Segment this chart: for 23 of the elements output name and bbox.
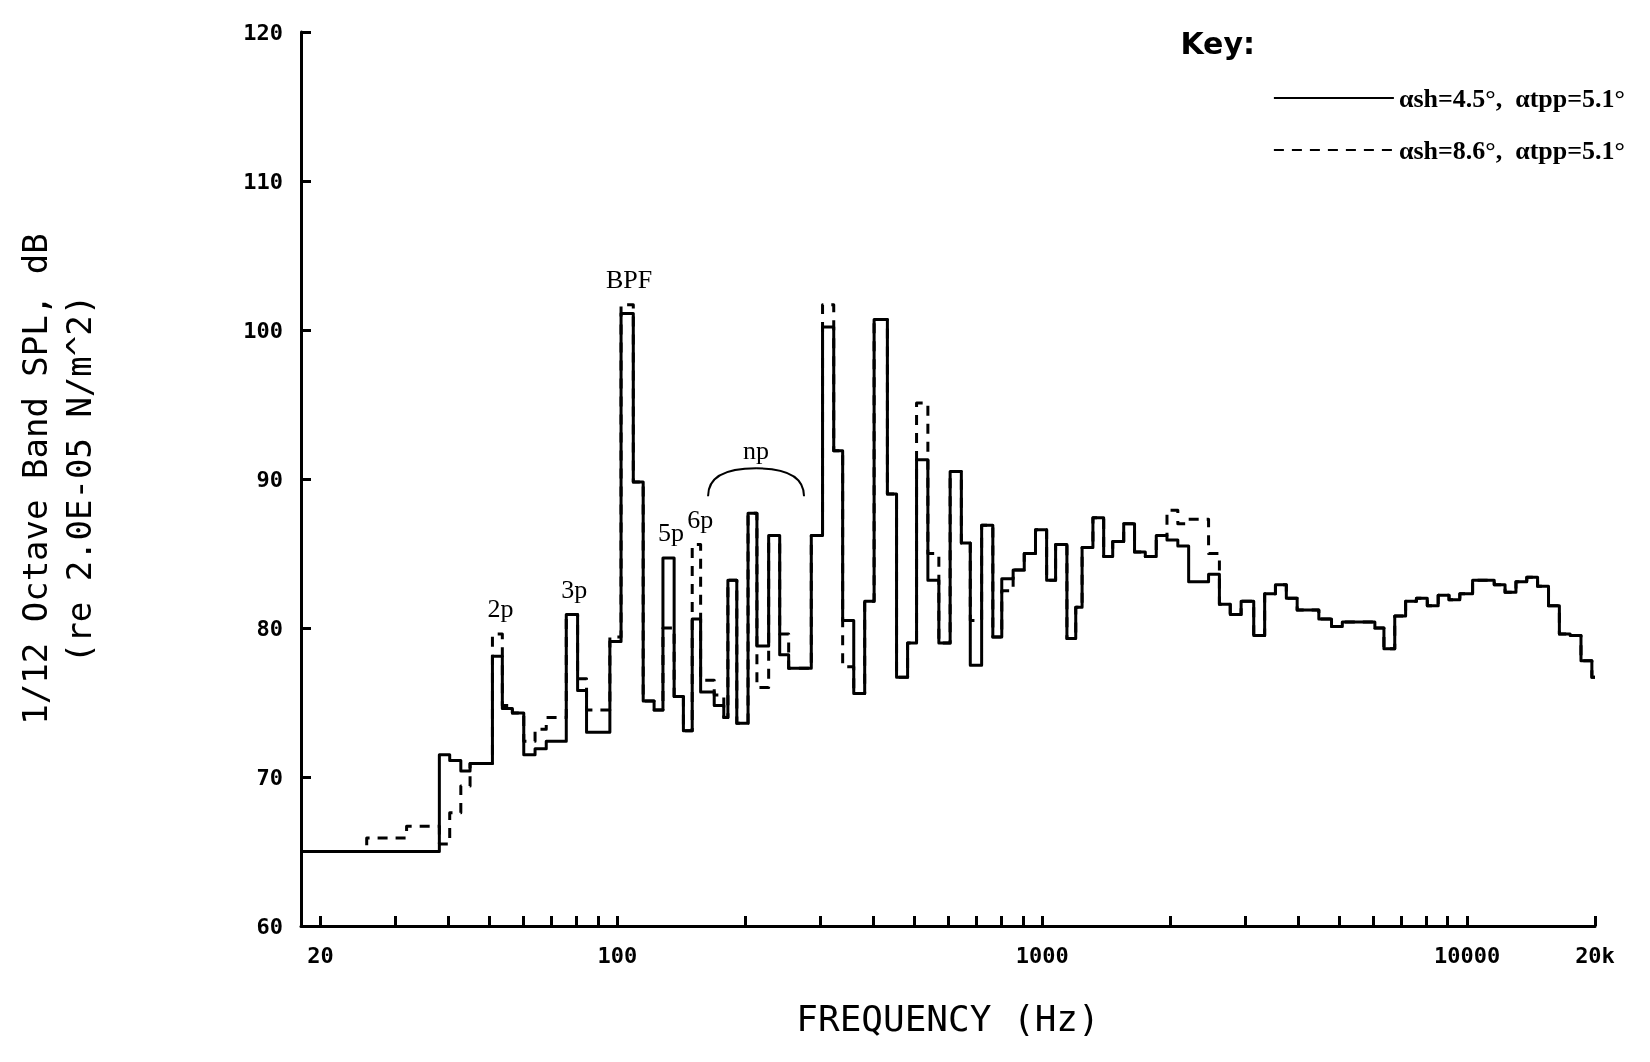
y-tick-label: 100	[243, 317, 283, 343]
legend-label: αsh=4.5°, αtpp=5.1°	[1398, 83, 1626, 113]
y-axis-title: 1/12 Octave Band SPL, dB (re 2.0E-05 N/m^2)	[15, 233, 99, 725]
x-tick-label: 100	[597, 942, 638, 968]
x-tick-label: 20	[307, 942, 334, 968]
annotation: BPF	[605, 265, 653, 295]
x-axis-title: FREQUENCY (Hz)	[796, 997, 1100, 1039]
x-tick-label: 10000	[1433, 942, 1501, 968]
annotation: 2p	[487, 594, 514, 624]
x-tick-label: 1000	[1015, 942, 1069, 968]
x-tick-label: 20k	[1575, 942, 1615, 968]
annotation: 3p	[561, 575, 588, 605]
annotation: np	[743, 435, 770, 465]
y-tick-label: 110	[243, 168, 283, 194]
legend-label: αsh=8.6°, αtpp=5.1°	[1398, 135, 1626, 165]
annotation: 5p	[657, 518, 684, 548]
annotation: 6p	[687, 505, 714, 535]
y-tick-label: 80	[256, 615, 283, 641]
y-tick-label: 90	[256, 466, 283, 492]
y-tick-label: 120	[243, 19, 283, 45]
y-tick-label: 70	[256, 764, 283, 790]
legend-title: Key:	[1180, 25, 1256, 61]
y-tick-label: 60	[256, 913, 283, 939]
